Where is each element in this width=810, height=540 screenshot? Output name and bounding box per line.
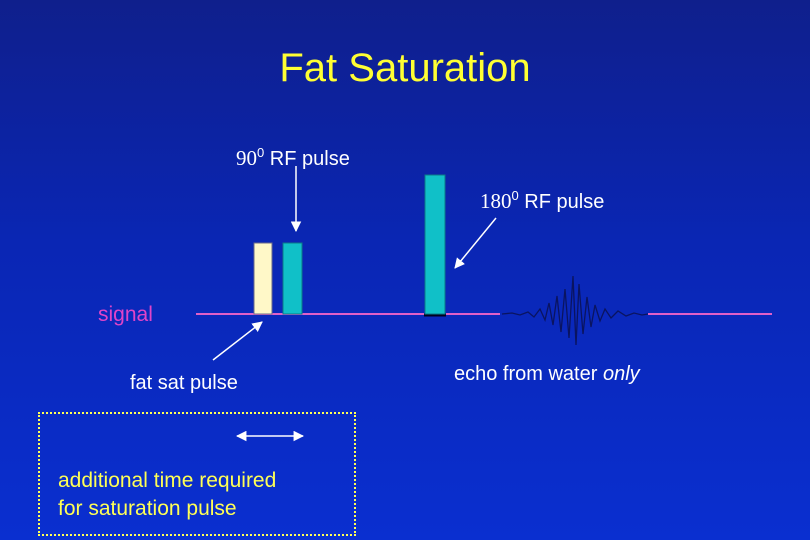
rf180-text: RF pulse (518, 191, 605, 213)
note-text: additional time required for saturation … (58, 467, 276, 523)
fat-sat-arrow (212, 321, 263, 361)
fat-sat-pulse-bar (253, 242, 273, 315)
note-line-2: for saturation pulse (58, 497, 237, 520)
rf180-arrow (454, 217, 497, 269)
water-echo-signal (501, 275, 649, 346)
note-box (38, 412, 356, 536)
rf90-text: RF pulse (264, 148, 350, 170)
rf180-label: 1800 RF pulse (480, 188, 605, 214)
echo-label-text: echo from water (454, 363, 603, 385)
rf90-number: 90 (236, 146, 257, 170)
echo-label-emphasis: only (602, 363, 640, 385)
rf180-number: 180 (480, 189, 512, 213)
rf180-pulse-bar (424, 174, 446, 315)
rf90-pulse-bar (282, 242, 303, 315)
slide-title: Fat Saturation (279, 46, 531, 90)
fat-sat-label: fat sat pulse (130, 372, 238, 394)
rf180-degree: 0 (511, 188, 519, 203)
signal-label: signal (98, 303, 153, 326)
rf90-degree: 0 (257, 145, 265, 160)
rf90-label: 900 RF pulse (236, 145, 350, 171)
note-line-1: additional time required (58, 469, 277, 492)
echo-label: echo from water only (454, 363, 640, 386)
